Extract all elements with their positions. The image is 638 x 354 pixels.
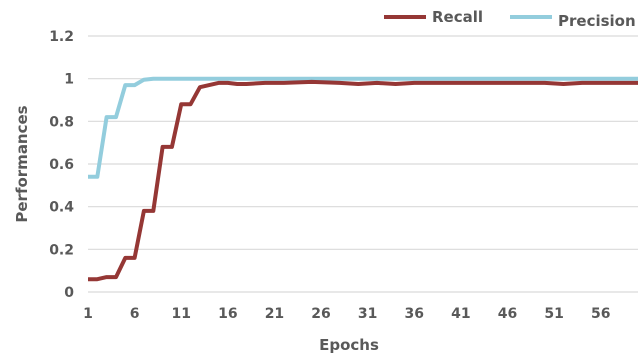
x-tick-label: 36 xyxy=(405,306,424,322)
legend-label-precision: Precision xyxy=(558,12,636,30)
x-axis-ticks: 1 6 11 16 21 26 31 36 41 46 51 56 xyxy=(83,306,610,322)
legend: Recall Precision xyxy=(384,8,636,30)
x-tick-label: 41 xyxy=(451,306,470,322)
x-tick-label: 11 xyxy=(171,306,190,322)
x-tick-label: 1 xyxy=(83,306,93,322)
x-tick-label: 26 xyxy=(311,306,330,322)
gridlines xyxy=(88,35,638,293)
series-line-precision xyxy=(88,76,638,179)
y-tick-label: 0.4 xyxy=(49,200,74,216)
x-tick-label: 31 xyxy=(358,306,377,322)
x-tick-label: 6 xyxy=(130,306,140,322)
series-line-recall xyxy=(88,79,638,282)
y-axis-title: Performances xyxy=(13,105,31,222)
series-lines xyxy=(88,76,638,282)
y-tick-label: 1 xyxy=(64,72,74,88)
y-tick-label: 1.2 xyxy=(49,29,74,45)
y-axis-ticks: 0 0.2 0.4 0.6 0.8 1 1.2 xyxy=(49,29,74,301)
x-axis-title: Epochs xyxy=(319,336,379,354)
y-tick-label: 0.6 xyxy=(49,157,74,173)
y-tick-label: 0.2 xyxy=(49,242,74,258)
legend-label-recall: Recall xyxy=(432,8,483,26)
x-tick-label: 16 xyxy=(218,306,237,322)
x-tick-label: 21 xyxy=(265,306,284,322)
x-tick-label: 56 xyxy=(591,306,610,322)
y-tick-label: 0 xyxy=(64,285,74,301)
x-tick-label: 51 xyxy=(544,306,563,322)
x-tick-label: 46 xyxy=(498,306,517,322)
y-tick-label: 0.8 xyxy=(49,114,74,130)
